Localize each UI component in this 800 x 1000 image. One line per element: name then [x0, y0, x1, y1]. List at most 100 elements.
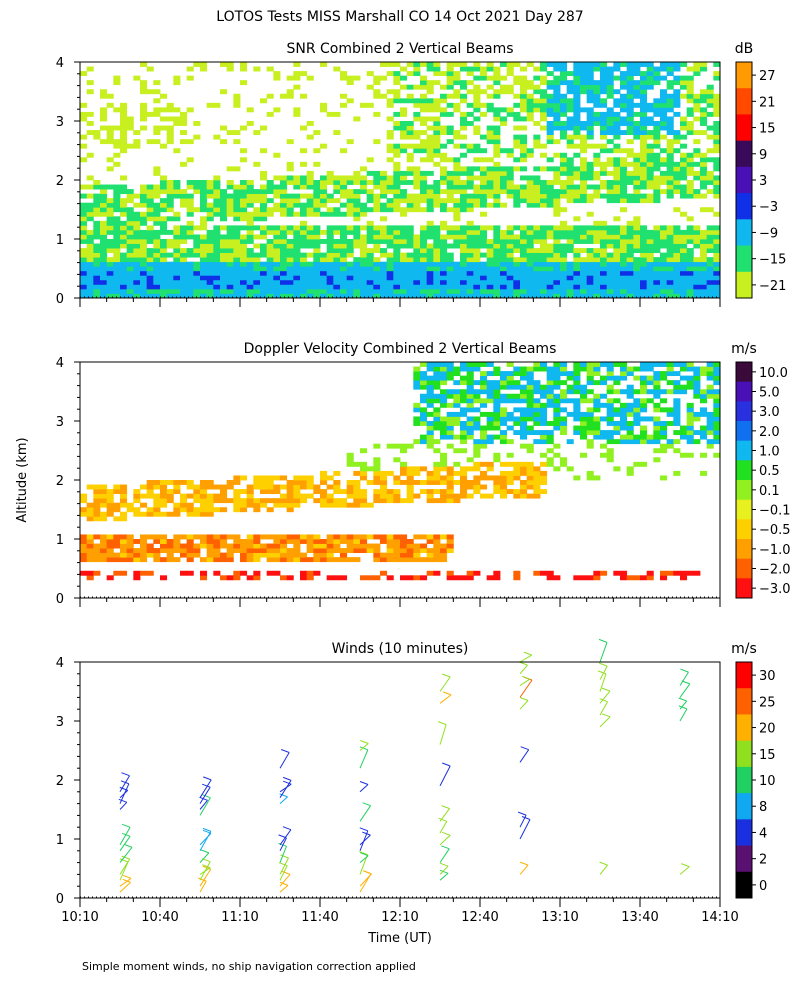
- heatmap-cell: [306, 202, 314, 208]
- heatmap-cell: [120, 175, 128, 181]
- heatmap-cell: [306, 207, 314, 213]
- heatmap-cell: [706, 416, 714, 422]
- heatmap-cell: [673, 275, 681, 281]
- heatmap-cell: [613, 125, 621, 131]
- heatmap-cell: [540, 261, 548, 267]
- heatmap-cell: [693, 257, 701, 263]
- heatmap-cell: [613, 380, 621, 386]
- heatmap-cell: [500, 398, 508, 404]
- heatmap-cell: [706, 157, 714, 163]
- heatmap-cell: [186, 229, 194, 235]
- heatmap-cell: [466, 375, 474, 381]
- heatmap-cell: [513, 125, 521, 131]
- heatmap-cell: [293, 484, 301, 490]
- heatmap-cell: [666, 166, 674, 172]
- heatmap-cell: [360, 279, 368, 285]
- heatmap-cell: [260, 489, 268, 495]
- heatmap-cell: [380, 184, 388, 190]
- heatmap-cell: [606, 243, 614, 249]
- heatmap-cell: [320, 202, 328, 208]
- heatmap-cell: [153, 89, 161, 95]
- heatmap-cell: [286, 75, 294, 81]
- colorbar-swatch: [736, 460, 752, 481]
- heatmap-cell: [480, 211, 488, 217]
- heatmap-cell: [393, 457, 401, 463]
- heatmap-cell: [560, 279, 568, 285]
- heatmap-cell: [500, 270, 508, 276]
- heatmap-cell: [366, 180, 374, 185]
- heatmap-cell: [460, 225, 468, 231]
- heatmap-cell: [666, 125, 674, 131]
- heatmap-cell: [93, 570, 101, 576]
- heatmap-cell: [253, 275, 261, 281]
- heatmap-cell: [140, 216, 148, 222]
- heatmap-cell: [600, 252, 608, 258]
- heatmap-cell: [406, 134, 414, 140]
- heatmap-cell: [386, 493, 394, 499]
- heatmap-cell: [426, 193, 434, 199]
- heatmap-cell: [446, 362, 454, 367]
- heatmap-cell: [313, 257, 321, 263]
- heatmap-cell: [446, 575, 454, 581]
- heatmap-cell: [133, 498, 141, 504]
- heatmap-cell: [273, 293, 281, 299]
- wind-barb: [199, 799, 208, 810]
- heatmap-cell: [293, 193, 301, 199]
- heatmap-cell: [140, 189, 148, 195]
- wind-barb: [599, 673, 607, 692]
- heatmap-cell: [693, 193, 701, 199]
- heatmap-cell: [106, 229, 114, 235]
- heatmap-cell: [686, 366, 694, 372]
- heatmap-cell: [706, 180, 714, 185]
- colorbar-swatch: [736, 662, 752, 689]
- heatmap-cell: [440, 266, 448, 272]
- heatmap-cell: [480, 389, 488, 395]
- heatmap-cell: [200, 261, 208, 267]
- heatmap-cell: [386, 534, 394, 540]
- heatmap-cell: [460, 116, 468, 122]
- heatmap-cell: [433, 293, 441, 299]
- heatmap-cell: [713, 270, 721, 276]
- wind-barb: [359, 784, 369, 793]
- heatmap-cell: [513, 102, 521, 108]
- heatmap-cell: [253, 257, 261, 263]
- heatmap-cell: [120, 198, 128, 204]
- heatmap-cell: [706, 393, 714, 399]
- heatmap-cell: [546, 457, 554, 463]
- heatmap-cell: [493, 293, 501, 299]
- wind-barb: [279, 874, 291, 887]
- heatmap-cell: [106, 279, 114, 285]
- heatmap-cell: [473, 93, 481, 99]
- heatmap-cell: [573, 279, 581, 285]
- heatmap-cell: [373, 279, 381, 285]
- wind-barb: [359, 873, 372, 887]
- heatmap-cell: [480, 461, 488, 467]
- heatmap-cell: [440, 257, 448, 263]
- heatmap-cell: [166, 511, 174, 517]
- heatmap-cell: [520, 375, 528, 381]
- heatmap-cell: [93, 548, 101, 554]
- heatmap-cell: [146, 261, 154, 267]
- heatmap-cell: [640, 130, 648, 136]
- heatmap-cell: [440, 180, 448, 185]
- heatmap-cell: [493, 111, 501, 117]
- wind-barb: [439, 848, 450, 863]
- heatmap-cell: [573, 193, 581, 199]
- heatmap-cell: [373, 139, 381, 145]
- heatmap-cell: [80, 288, 88, 294]
- heatmap-cell: [120, 121, 128, 126]
- heatmap-cell: [313, 552, 321, 558]
- heatmap-cell: [393, 548, 401, 554]
- heatmap-cell: [426, 148, 434, 154]
- heatmap-cell: [553, 193, 561, 199]
- heatmap-cell: [686, 248, 694, 254]
- heatmap-cell: [460, 193, 468, 199]
- heatmap-cell: [340, 93, 348, 99]
- heatmap-cell: [286, 575, 294, 581]
- heatmap-cell: [473, 62, 481, 67]
- heatmap-cell: [340, 539, 348, 544]
- heatmap-cell: [346, 279, 354, 285]
- heatmap-cell: [260, 279, 268, 285]
- heatmap-cell: [346, 539, 354, 544]
- heatmap-cell: [446, 371, 454, 377]
